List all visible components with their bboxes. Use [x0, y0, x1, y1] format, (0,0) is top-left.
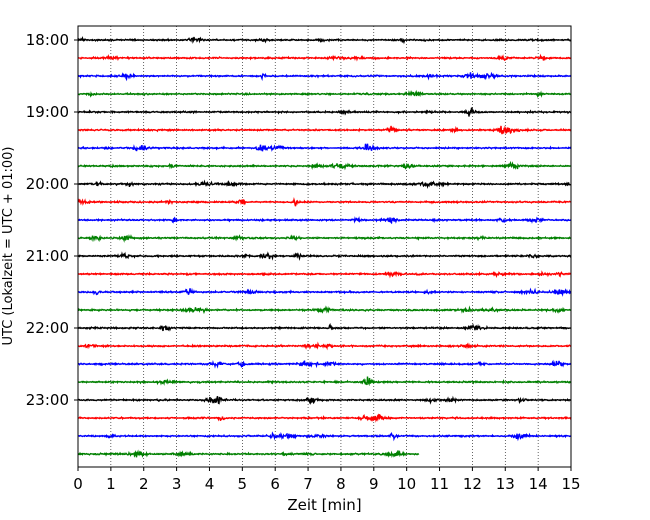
seismogram-trace [77, 376, 572, 387]
x-tick-label: 9 [369, 475, 379, 493]
x-tick-label: 6 [270, 475, 280, 493]
seismogram-trace [77, 107, 572, 117]
x-tick-label: 14 [529, 475, 548, 493]
seismogram-trace [77, 197, 572, 207]
x-tick-label: 10 [397, 475, 416, 493]
seismogram-trace [78, 449, 420, 458]
seismogram-trace [77, 270, 572, 279]
x-tick-label: 15 [561, 475, 580, 493]
seismogram-trace [77, 143, 572, 152]
trace-group [77, 36, 572, 458]
x-tick-label: 5 [238, 475, 248, 493]
seismogram-trace [77, 179, 572, 189]
y-axis: 18:00 19:00 20:00 21:00 22:00 23:00 [26, 31, 78, 409]
seismogram-trace [77, 341, 572, 351]
y-tick-label: 20:00 [26, 175, 69, 193]
seismogram-trace [77, 215, 572, 225]
seismogram-trace [77, 160, 572, 171]
seismogram-trace [77, 359, 572, 369]
seismogram-trace [77, 125, 572, 135]
seismogram-trace [77, 431, 572, 442]
x-axis-label: Zeit [min] [287, 496, 361, 514]
seismogram-trace [77, 89, 572, 99]
y-tick-label: 22:00 [26, 319, 69, 337]
y-axis-label: UTC (Lokalzeit = UTC + 01:00) [1, 147, 16, 346]
y-tick-label: 23:00 [26, 391, 69, 409]
seismogram-trace [77, 305, 572, 315]
seismogram-trace [77, 322, 572, 332]
seismogram-trace [77, 395, 572, 405]
seismogram-trace [77, 234, 572, 243]
seismogram-trace [77, 287, 572, 297]
x-tick-label: 7 [303, 475, 313, 493]
seismogram-trace [77, 413, 572, 423]
seismogram-trace [77, 71, 572, 82]
x-tick-label: 2 [139, 475, 149, 493]
seismogram-trace [77, 36, 572, 45]
x-tick-label: 12 [463, 475, 482, 493]
seismogram-trace [77, 53, 572, 62]
x-axis: 0 1 2 3 4 5 6 7 8 9 10 11 12 13 14 15 [73, 467, 581, 493]
x-tick-label: 1 [106, 475, 116, 493]
x-tick-label: 3 [172, 475, 182, 493]
y-tick-label: 19:00 [26, 103, 69, 121]
y-tick-label: 18:00 [26, 31, 69, 49]
x-tick-label: 8 [336, 475, 346, 493]
y-tick-label: 21:00 [26, 247, 69, 265]
plot-frame [77, 25, 572, 468]
x-tick-label: 4 [205, 475, 215, 493]
x-tick-label: 0 [73, 475, 83, 493]
x-tick-label: 11 [430, 475, 449, 493]
x-tick-label: 13 [496, 475, 515, 493]
seismogram-trace [77, 251, 572, 262]
